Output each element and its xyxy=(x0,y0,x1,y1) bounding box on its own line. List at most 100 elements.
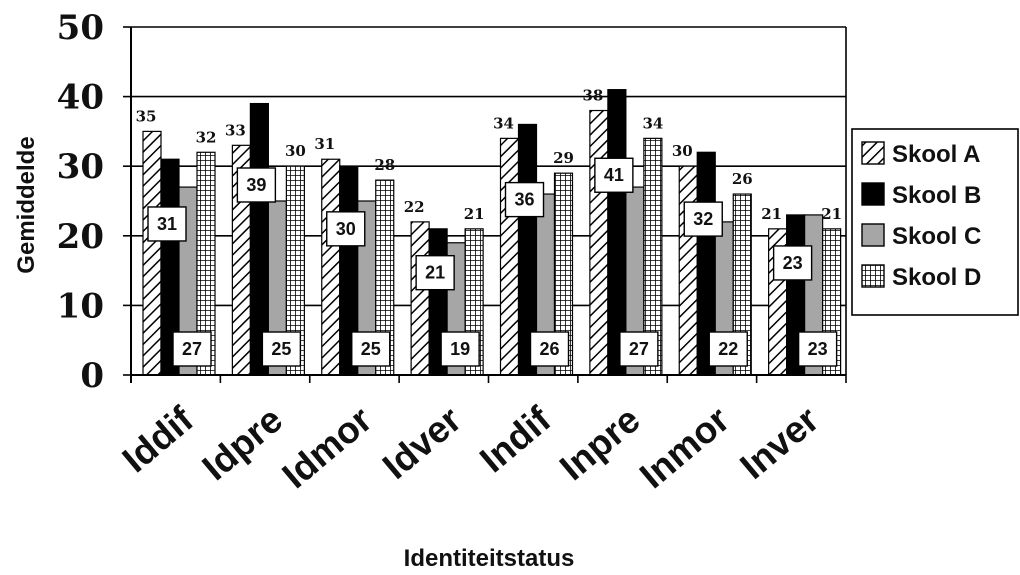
data-label-box: 22 xyxy=(708,331,748,367)
data-label: 31 xyxy=(314,135,335,153)
legend-item: Skool A xyxy=(861,141,980,168)
data-label-frame xyxy=(147,206,187,242)
legend-swatch xyxy=(861,264,885,288)
data-label-frame xyxy=(504,181,545,218)
data-label-box: 23 xyxy=(797,331,838,367)
data-label-box: 23 xyxy=(772,245,813,281)
data-label: 34 xyxy=(493,114,514,132)
y-tick-label: 0 xyxy=(80,356,104,396)
y-tick-label: 20 xyxy=(57,217,104,257)
data-label-frame xyxy=(797,331,838,367)
data-label-frame xyxy=(172,331,212,367)
data-label-frame xyxy=(236,167,277,203)
data-label: 39 xyxy=(246,175,266,195)
data-label: 32 xyxy=(693,209,713,229)
bar xyxy=(589,109,609,376)
x-tick-label: Inpre xyxy=(552,399,648,489)
data-label: 31 xyxy=(157,214,177,234)
data-labels: 35 33 31 22 34 38 30 21 31 39 30 21 36 41 32 23 27 25 25 19… xyxy=(136,87,842,367)
data-label-frame xyxy=(619,331,659,367)
data-label-frame xyxy=(708,331,748,367)
data-label-frame xyxy=(594,157,634,193)
data-label: 26 xyxy=(539,339,559,359)
x-tick-label: Inver xyxy=(732,399,826,487)
data-label: 36 xyxy=(514,190,534,210)
data-label: 23 xyxy=(783,253,803,273)
data-label: 29 xyxy=(553,149,574,167)
data-label-box: 19 xyxy=(440,331,480,367)
data-label-frame xyxy=(351,331,391,367)
data-label-box: 32 xyxy=(683,201,723,237)
legend-label: Skool B xyxy=(892,182,981,209)
y-tick-label: 50 xyxy=(57,8,104,48)
x-tick-label: Indif xyxy=(472,398,559,480)
data-label: 22 xyxy=(718,339,738,359)
data-label: 38 xyxy=(582,87,603,105)
data-label-frame xyxy=(261,331,302,367)
data-label-box: 25 xyxy=(351,331,391,367)
x-tick-label: Idpre xyxy=(195,399,291,489)
data-label-box: 31 xyxy=(147,206,187,242)
data-label-box: 39 xyxy=(236,167,277,203)
legend-item: Skool C xyxy=(861,223,981,250)
data-label-box: 27 xyxy=(619,331,659,367)
data-label-frame xyxy=(415,254,455,291)
data-label: 32 xyxy=(196,128,217,146)
data-label-box: 25 xyxy=(261,331,302,367)
y-tick-label: 40 xyxy=(57,78,104,118)
data-label: 23 xyxy=(808,339,828,359)
data-label: 25 xyxy=(271,339,291,359)
y-tick-label: 30 xyxy=(57,147,104,187)
bar xyxy=(499,137,520,376)
data-label: 21 xyxy=(821,205,842,223)
x-tick-label: Idver xyxy=(375,399,469,487)
legend-item: Skool B xyxy=(861,182,981,209)
data-label: 30 xyxy=(672,142,693,160)
data-label-box: 30 xyxy=(326,211,366,247)
legend-swatch xyxy=(861,141,885,165)
data-label-frame xyxy=(529,331,570,367)
data-label-frame xyxy=(683,201,723,237)
data-label-frame xyxy=(772,245,813,281)
data-label-box: 41 xyxy=(594,157,634,193)
x-axis-title: Identiteitstatus xyxy=(404,545,575,572)
legend-swatch xyxy=(861,223,885,247)
data-label: 27 xyxy=(629,339,649,359)
data-label: 25 xyxy=(361,339,381,359)
data-label: 27 xyxy=(182,339,202,359)
data-label-frame xyxy=(440,331,480,367)
data-label: 26 xyxy=(732,170,753,188)
legend-swatch xyxy=(861,182,885,206)
data-label-box: 36 xyxy=(504,181,545,218)
legend-label: Skool A xyxy=(892,141,980,168)
x-tick-label: Inmor xyxy=(632,399,737,496)
x-tick-label: Iddif xyxy=(115,398,202,480)
legend-label: Skool C xyxy=(892,223,981,250)
y-axis-title: Gemiddelde xyxy=(13,136,40,273)
data-label: 19 xyxy=(450,339,470,359)
bar xyxy=(410,221,430,376)
data-label: 22 xyxy=(404,198,425,216)
data-label: 35 xyxy=(136,107,157,125)
y-tick-labels: 0 10 20 30 40 50 xyxy=(57,8,104,396)
data-label-box: 21 xyxy=(415,254,455,291)
bar xyxy=(321,158,341,376)
data-label-frame xyxy=(326,211,366,247)
data-label: 30 xyxy=(285,142,306,160)
bar xyxy=(678,165,698,376)
data-label: 34 xyxy=(642,114,663,132)
data-label: 21 xyxy=(464,205,485,223)
x-tick-label: Idmor xyxy=(274,399,379,496)
data-label: 21 xyxy=(761,205,782,223)
axes xyxy=(130,27,847,383)
data-label: 41 xyxy=(604,165,624,185)
legend-label: Skool D xyxy=(892,264,981,291)
data-label-box: 26 xyxy=(529,331,570,367)
data-label-box: 27 xyxy=(172,331,212,367)
data-label: 33 xyxy=(225,121,246,139)
legend-item: Skool D xyxy=(861,264,981,291)
data-label: 30 xyxy=(336,219,356,239)
data-label: 28 xyxy=(374,156,395,174)
